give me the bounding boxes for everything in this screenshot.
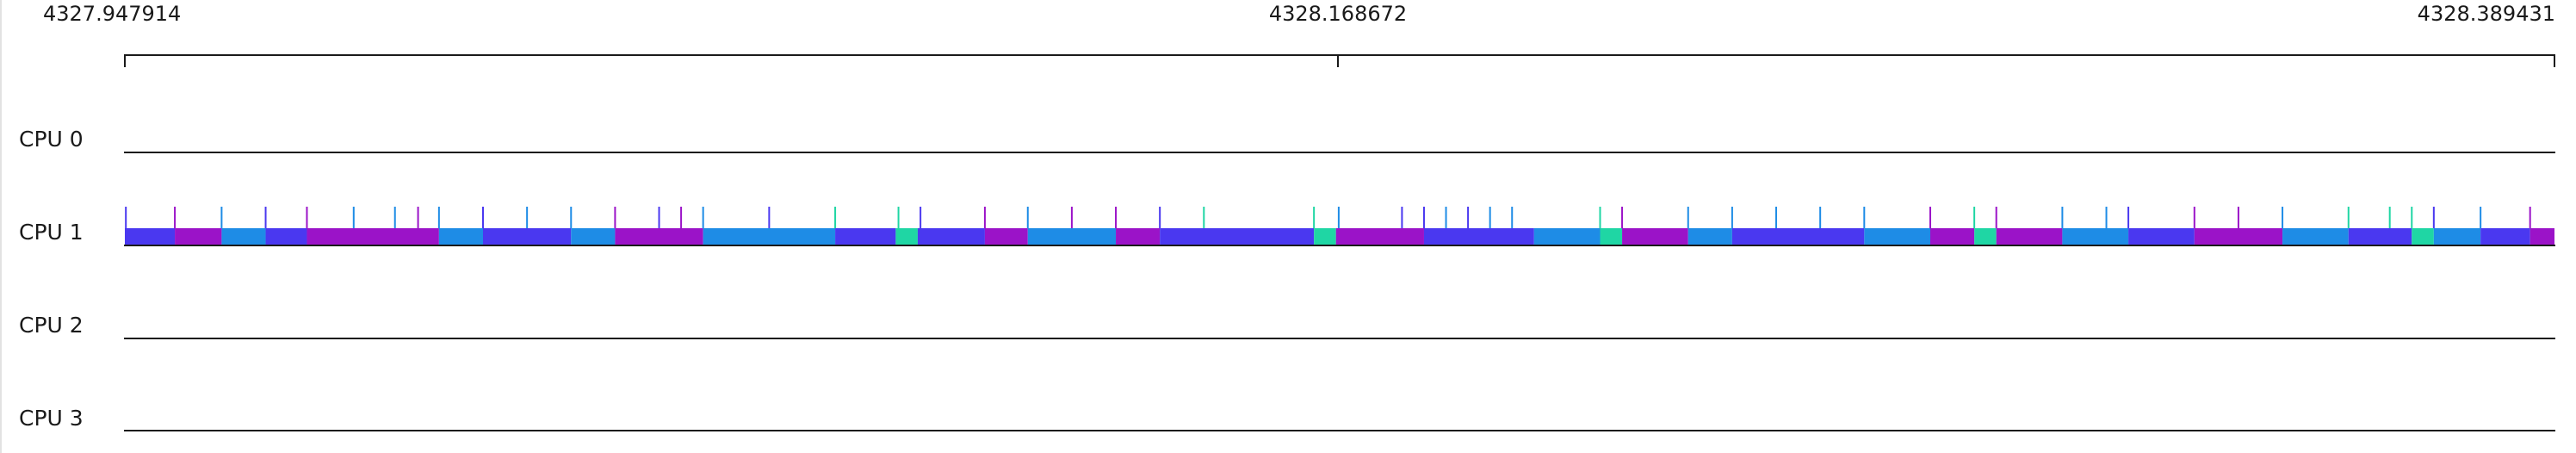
task-segment[interactable] xyxy=(2412,228,2434,245)
task-segment[interactable] xyxy=(2194,228,2283,245)
task-segment[interactable] xyxy=(1996,228,2063,245)
task-segment[interactable] xyxy=(917,228,985,245)
cpu-label: CPU 3 xyxy=(19,406,84,431)
task-segment[interactable] xyxy=(1974,228,1997,245)
task-segment[interactable] xyxy=(1116,228,1161,245)
task-segment[interactable] xyxy=(2282,228,2349,245)
task-segment[interactable] xyxy=(615,228,703,245)
task-segment[interactable] xyxy=(1027,228,1117,245)
task-segment[interactable] xyxy=(438,228,483,245)
axis-mid-label: 4328.168672 xyxy=(1269,2,1407,26)
task-segment[interactable] xyxy=(2128,228,2195,245)
task-segment[interactable] xyxy=(1622,228,1688,245)
task-segment[interactable] xyxy=(1687,228,1732,245)
task-segment[interactable] xyxy=(221,228,266,245)
task-segment[interactable] xyxy=(483,228,572,245)
cpu-row-3: CPU 3 xyxy=(19,406,2555,431)
axis-end-label: 4328.389431 xyxy=(2418,2,2555,26)
task-segment[interactable] xyxy=(265,228,307,245)
task-segment[interactable] xyxy=(1731,228,1865,245)
task-segment[interactable] xyxy=(1335,228,1424,245)
cpu-row-0: CPU 0 xyxy=(19,127,2555,153)
cpu-row-1: CPU 1 xyxy=(19,207,2555,246)
left-border xyxy=(0,0,2,453)
task-segment[interactable] xyxy=(2433,228,2481,245)
axis-start-label: 4327.947914 xyxy=(43,2,181,26)
task-segment[interactable] xyxy=(307,228,439,245)
task-segment[interactable] xyxy=(2480,228,2530,245)
task-segment[interactable] xyxy=(125,228,176,245)
task-segment[interactable] xyxy=(2530,228,2554,245)
task-segment[interactable] xyxy=(571,228,616,245)
task-segment[interactable] xyxy=(1929,228,1975,245)
task-segment[interactable] xyxy=(1314,228,1336,245)
task-segment[interactable] xyxy=(1160,228,1315,245)
task-segment[interactable] xyxy=(2348,228,2412,245)
task-segment[interactable] xyxy=(703,228,836,245)
task-segment[interactable] xyxy=(1864,228,1930,245)
task-segment[interactable] xyxy=(895,228,918,245)
cpu-row-2: CPU 2 xyxy=(19,313,2555,339)
task-segment[interactable] xyxy=(1423,228,1534,245)
task-segment[interactable] xyxy=(984,228,1028,245)
task-segment[interactable] xyxy=(1600,228,1623,245)
task-segment[interactable] xyxy=(175,228,222,245)
cpu-label: CPU 1 xyxy=(19,220,84,245)
task-segment[interactable] xyxy=(2062,228,2129,245)
task-segment[interactable] xyxy=(835,228,896,245)
cpu-label: CPU 2 xyxy=(19,313,84,338)
task-segment[interactable] xyxy=(1533,228,1601,245)
cpu1-task-track[interactable] xyxy=(125,207,2554,245)
time-axis: 4327.947914 4328.168672 4328.389431 xyxy=(43,2,2555,67)
cpu-label: CPU 0 xyxy=(19,127,84,152)
